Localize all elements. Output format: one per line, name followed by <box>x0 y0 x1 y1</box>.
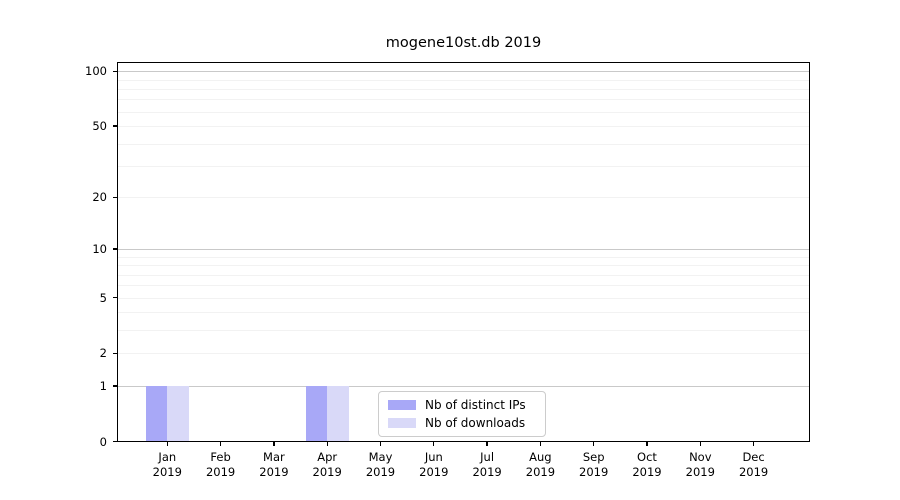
x-tick-label: Aug 2019 <box>525 450 556 479</box>
gridline-minor <box>117 330 810 332</box>
gridline-minor <box>117 111 810 113</box>
y-tick-label: 2 <box>99 346 107 361</box>
legend-item: Nb of distinct IPs <box>388 398 536 412</box>
y-tick <box>112 125 117 127</box>
legend: Nb of distinct IPs Nb of downloads <box>378 391 546 437</box>
gridline-minor <box>117 126 810 128</box>
gridline-major <box>117 71 810 73</box>
legend-swatch-distinct-ips <box>388 400 416 410</box>
x-tick-label: Jul 2019 <box>472 450 502 479</box>
x-tick <box>593 441 595 446</box>
x-tick-label: Dec 2019 <box>738 450 769 479</box>
bar <box>305 385 328 442</box>
y-tick-label: 50 <box>92 119 107 134</box>
gridline-minor <box>117 312 810 314</box>
gridline-minor <box>117 274 810 276</box>
gridline-minor <box>117 285 810 287</box>
gridline-minor <box>117 143 810 145</box>
x-tick-label: Mar 2019 <box>259 450 289 479</box>
legend-item: Nb of downloads <box>388 416 536 430</box>
y-tick <box>112 248 117 250</box>
y-tick-label: 0 <box>99 434 107 449</box>
y-tick-label: 10 <box>92 242 107 257</box>
y-tick <box>112 196 117 198</box>
y-tick-label: 1 <box>99 378 107 393</box>
y-tick-label: 100 <box>85 64 107 79</box>
bar <box>327 385 349 442</box>
gridline-minor <box>117 256 810 258</box>
legend-label: Nb of distinct IPs <box>425 398 526 412</box>
gridline-major <box>117 385 810 387</box>
x-tick <box>486 441 488 446</box>
y-tick <box>112 70 117 72</box>
x-tick <box>166 441 168 446</box>
gridline-minor <box>117 79 810 81</box>
x-tick <box>273 441 275 446</box>
chart-title: mogene10st.db 2019 <box>385 35 542 51</box>
bar <box>145 385 168 442</box>
x-tick <box>539 441 542 446</box>
x-tick-label: Oct 2019 <box>632 450 662 479</box>
gridline-minor <box>117 88 810 90</box>
gridline-major <box>117 249 810 251</box>
x-tick-label: Jun 2019 <box>419 450 449 479</box>
y-tick-label: 5 <box>99 290 107 305</box>
plot-area <box>117 61 810 442</box>
x-tick <box>219 441 222 446</box>
y-tick <box>112 297 117 299</box>
gridline-minor <box>117 197 810 199</box>
x-tick <box>699 441 701 446</box>
y-tick <box>112 385 117 387</box>
x-tick <box>433 441 435 446</box>
x-tick-label: Sep 2019 <box>579 450 609 479</box>
gridline-minor <box>117 99 810 101</box>
x-tick <box>326 441 328 446</box>
x-tick <box>379 441 382 446</box>
x-tick-label: Apr 2019 <box>312 450 342 479</box>
x-tick-label: Jan 2019 <box>152 450 182 479</box>
gridline-minor <box>117 265 810 267</box>
bar <box>167 385 189 442</box>
x-tick-label: Feb 2019 <box>205 450 236 479</box>
legend-label: Nb of downloads <box>425 416 526 430</box>
legend-swatch-downloads <box>388 418 416 428</box>
gridline-minor <box>117 353 810 355</box>
x-tick <box>752 441 755 446</box>
y-tick <box>112 440 117 443</box>
x-tick <box>646 441 648 446</box>
y-tick-label: 20 <box>92 190 107 205</box>
gridline-minor <box>117 165 810 167</box>
y-tick <box>112 352 117 355</box>
x-tick-label: May 2019 <box>365 450 396 479</box>
gridline-minor <box>117 297 810 299</box>
x-tick-label: Nov 2019 <box>685 450 715 479</box>
